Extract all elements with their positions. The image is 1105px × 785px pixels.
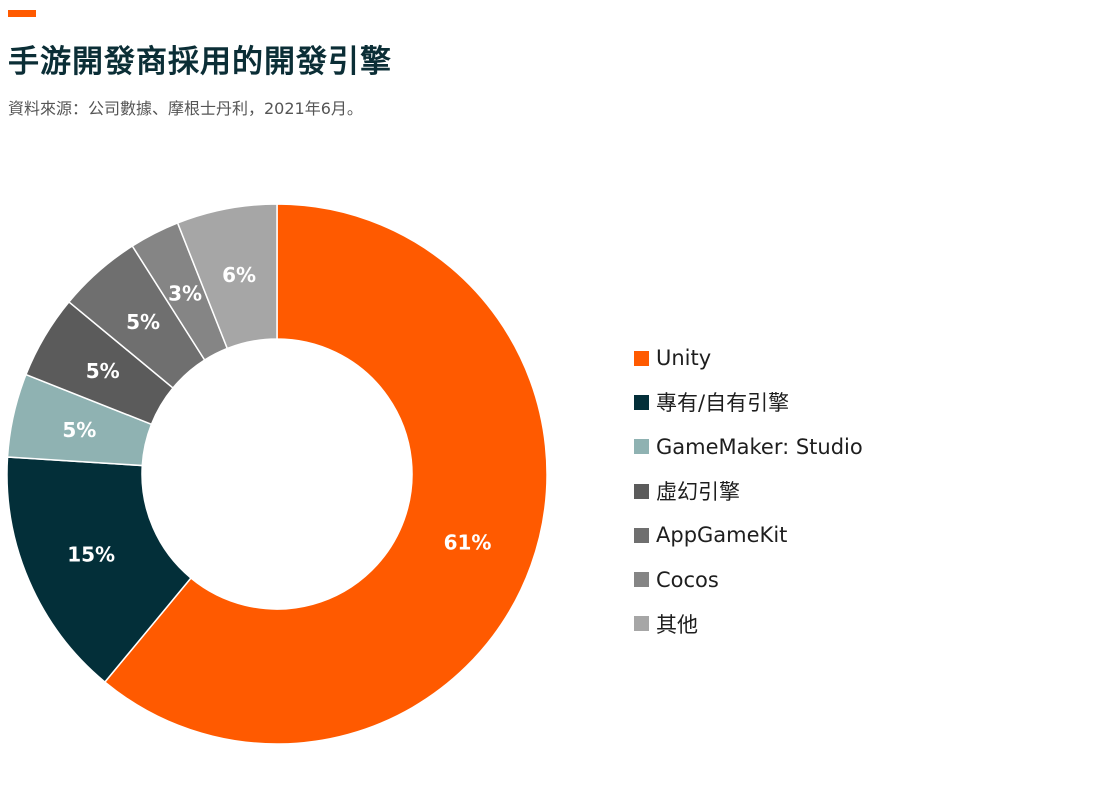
- accent-bar: [8, 10, 36, 17]
- slice-value-label: 61%: [444, 531, 492, 555]
- legend-label: GameMaker: Studio: [656, 434, 863, 459]
- legend-item: 其他: [634, 602, 863, 646]
- chart-subtitle: 資料來源：公司數據、摩根士丹利，2021年6月。: [8, 99, 363, 118]
- donut-slice-1: [103, 203, 548, 745]
- slice-value-label: 5%: [86, 359, 120, 383]
- legend-item: AppGameKit: [634, 513, 863, 557]
- legend-label: Cocos: [656, 567, 719, 592]
- slice-value-label: 6%: [222, 263, 256, 287]
- slice-value-label: 3%: [168, 282, 202, 306]
- slice-value-label: 5%: [126, 310, 160, 334]
- legend-item: 虛幻引擎: [634, 469, 863, 513]
- legend-swatch: [634, 616, 649, 632]
- legend-swatch: [634, 527, 649, 543]
- legend-item: 專有/自有引擎: [634, 380, 863, 424]
- slice-value-label: 15%: [67, 542, 115, 566]
- legend-swatch: [634, 483, 649, 499]
- legend-label: Unity: [656, 346, 712, 371]
- donut-slice-7: [176, 203, 278, 350]
- legend-label: 其他: [656, 612, 698, 637]
- slice-value-label: 5%: [62, 418, 96, 442]
- legend-label: 虛幻引擎: [656, 480, 740, 505]
- legend-label: AppGameKit: [656, 523, 788, 548]
- chart-legend: Unity 專有/自有引擎 GameMaker: Studio 虛幻引擎 AppGame…: [634, 336, 863, 646]
- legend-item: Cocos: [634, 557, 863, 601]
- legend-swatch: [634, 572, 649, 588]
- legend-swatch: [634, 394, 649, 410]
- legend-swatch: [634, 350, 649, 366]
- legend-item: GameMaker: Studio: [634, 425, 863, 469]
- legend-label: 專有/自有引擎: [656, 391, 790, 416]
- legend-swatch: [634, 439, 649, 455]
- donut-slice-2: [6, 456, 193, 684]
- chart-title: 手游開發商採用的開發引擎: [8, 44, 392, 80]
- legend-item: Unity: [634, 336, 863, 380]
